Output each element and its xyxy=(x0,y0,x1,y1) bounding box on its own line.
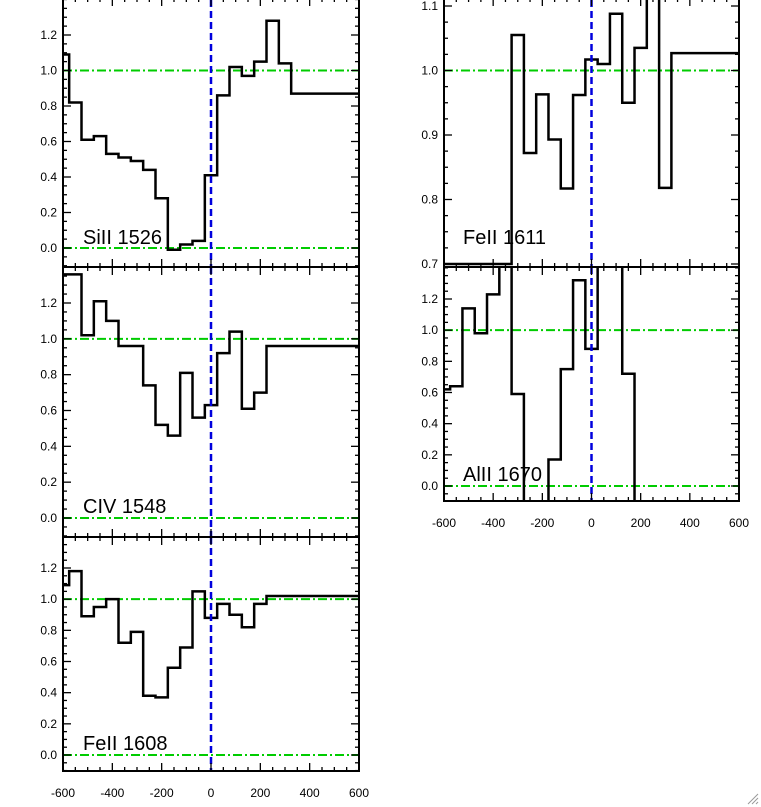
y-tick-label: 0.4 xyxy=(40,170,57,184)
y-tick-label: 0.6 xyxy=(40,655,57,669)
y-tick-label: 0.0 xyxy=(40,241,57,255)
x-tick-label: -200 xyxy=(530,516,554,530)
y-tick-label: 1.2 xyxy=(40,28,57,42)
y-tick-label: 0.2 xyxy=(40,206,57,220)
y-tick-label: 1.0 xyxy=(40,332,57,346)
panel-label: CIV 1548 xyxy=(83,496,166,518)
x-tick-label: 600 xyxy=(729,516,749,530)
panel-label: SiII 1526 xyxy=(83,227,162,249)
x-tick-label: 200 xyxy=(631,516,651,530)
y-tick-label: 0.2 xyxy=(40,717,57,731)
x-tick-label: -600 xyxy=(432,516,456,530)
y-tick-label: 1.0 xyxy=(421,323,438,337)
flux-step-line xyxy=(444,267,636,501)
flux-step-line xyxy=(63,569,359,699)
y-tick-label: 0.6 xyxy=(40,404,57,418)
panel-4: 0.7 0.8 0.9 1.0 1.1 FeII 1611 xyxy=(421,0,740,271)
y-tick-label: 1.2 xyxy=(40,296,57,310)
panel-label: AlII 1670 xyxy=(463,464,542,486)
y-tick-label: 0.2 xyxy=(421,448,438,462)
flux-step-line xyxy=(63,273,359,437)
y-tick-label: 0.2 xyxy=(40,475,57,489)
x-tick-label: -400 xyxy=(481,516,505,530)
y-tick-label: 0.0 xyxy=(421,479,438,493)
y-tick-label: 1.2 xyxy=(421,292,438,306)
panel-5: 0.0 0.2 0.4 0.6 0.8 1.0 1.2 -600 -400 -200 0 200 400… xyxy=(421,266,749,530)
panel-label: FeII 1611 xyxy=(463,227,546,249)
x-tick-label: 0 xyxy=(208,786,215,800)
y-tick-label: 0.8 xyxy=(421,193,438,207)
x-tick-label: 400 xyxy=(680,516,700,530)
panel-label: FeII 1608 xyxy=(83,733,168,755)
y-tick-label: 0.4 xyxy=(40,686,57,700)
y-tick-label: 0.0 xyxy=(40,748,57,762)
y-tick-label: 0.6 xyxy=(421,386,438,400)
y-tick-label: 1.0 xyxy=(40,64,57,78)
y-tick-label: 0.9 xyxy=(421,128,438,142)
x-tick-label: 600 xyxy=(349,786,369,800)
y-tick-label: 1.0 xyxy=(40,592,57,606)
y-tick-label: 0.4 xyxy=(40,439,57,453)
flux-step-line xyxy=(444,0,739,266)
x-tick-label: -600 xyxy=(51,786,75,800)
x-tick-label: -400 xyxy=(100,786,124,800)
y-tick-label: 0.4 xyxy=(421,417,438,431)
x-tick-label: 0 xyxy=(588,516,595,530)
y-tick-label: 0.7 xyxy=(421,257,438,271)
y-tick-label: 0.0 xyxy=(40,511,57,525)
y-tick-label: 0.6 xyxy=(40,135,57,149)
y-tick-label: 0.8 xyxy=(40,623,57,637)
panel-1: 0.0 0.2 0.4 0.6 0.8 1.0 1.2 SiII 1526 xyxy=(40,0,360,268)
panel-3: 0.0 0.2 0.4 0.6 0.8 1.0 1.2 -600 -400 -200 0 200 400… xyxy=(40,536,369,800)
y-tick-label: 0.8 xyxy=(40,99,57,113)
y-tick-label: 0.8 xyxy=(421,354,438,368)
y-tick-label: 1.2 xyxy=(40,561,57,575)
x-tick-label: -200 xyxy=(150,786,174,800)
x-tick-label: 200 xyxy=(250,786,270,800)
y-tick-label: 1.1 xyxy=(421,0,438,13)
y-tick-label: 0.8 xyxy=(40,368,57,382)
resize-grip-icon[interactable] xyxy=(745,791,759,805)
x-tick-label: 400 xyxy=(300,786,320,800)
y-tick-label: 1.0 xyxy=(421,64,438,78)
flux-step-line xyxy=(63,19,359,252)
panel-2: 0.0 0.2 0.4 0.6 0.8 1.0 1.2 CIV 1548 xyxy=(40,266,360,538)
